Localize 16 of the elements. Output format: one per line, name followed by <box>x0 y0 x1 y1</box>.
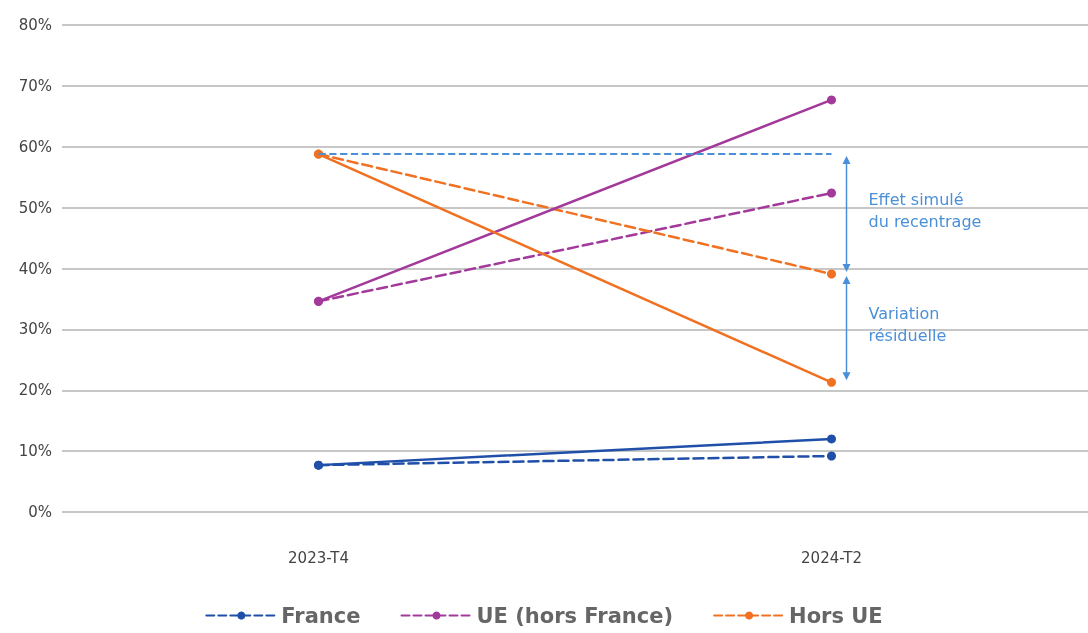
legend-label: France <box>281 603 361 628</box>
y-tick-label: 60% <box>18 137 52 156</box>
y-tick-label: 80% <box>18 16 52 34</box>
x-tick-label: 2024-T2 <box>801 548 862 567</box>
legend-label: Hors UE <box>789 603 883 628</box>
x-tick-label: 2023-T4 <box>288 548 349 567</box>
y-tick-label: 40% <box>18 259 52 278</box>
y-tick-label: 20% <box>18 381 52 400</box>
legend-label: UE (hors France) <box>476 603 674 628</box>
y-tick-label: 70% <box>18 76 52 95</box>
y-tick-label: 0% <box>28 503 52 521</box>
annotation: Effet simulé du recentrage <box>868 189 982 231</box>
y-tick-label: 10% <box>18 442 52 461</box>
annotation: Variation résiduelle <box>868 303 947 345</box>
y-tick-label: 50% <box>18 198 52 217</box>
y-tick-label: 30% <box>18 320 52 339</box>
